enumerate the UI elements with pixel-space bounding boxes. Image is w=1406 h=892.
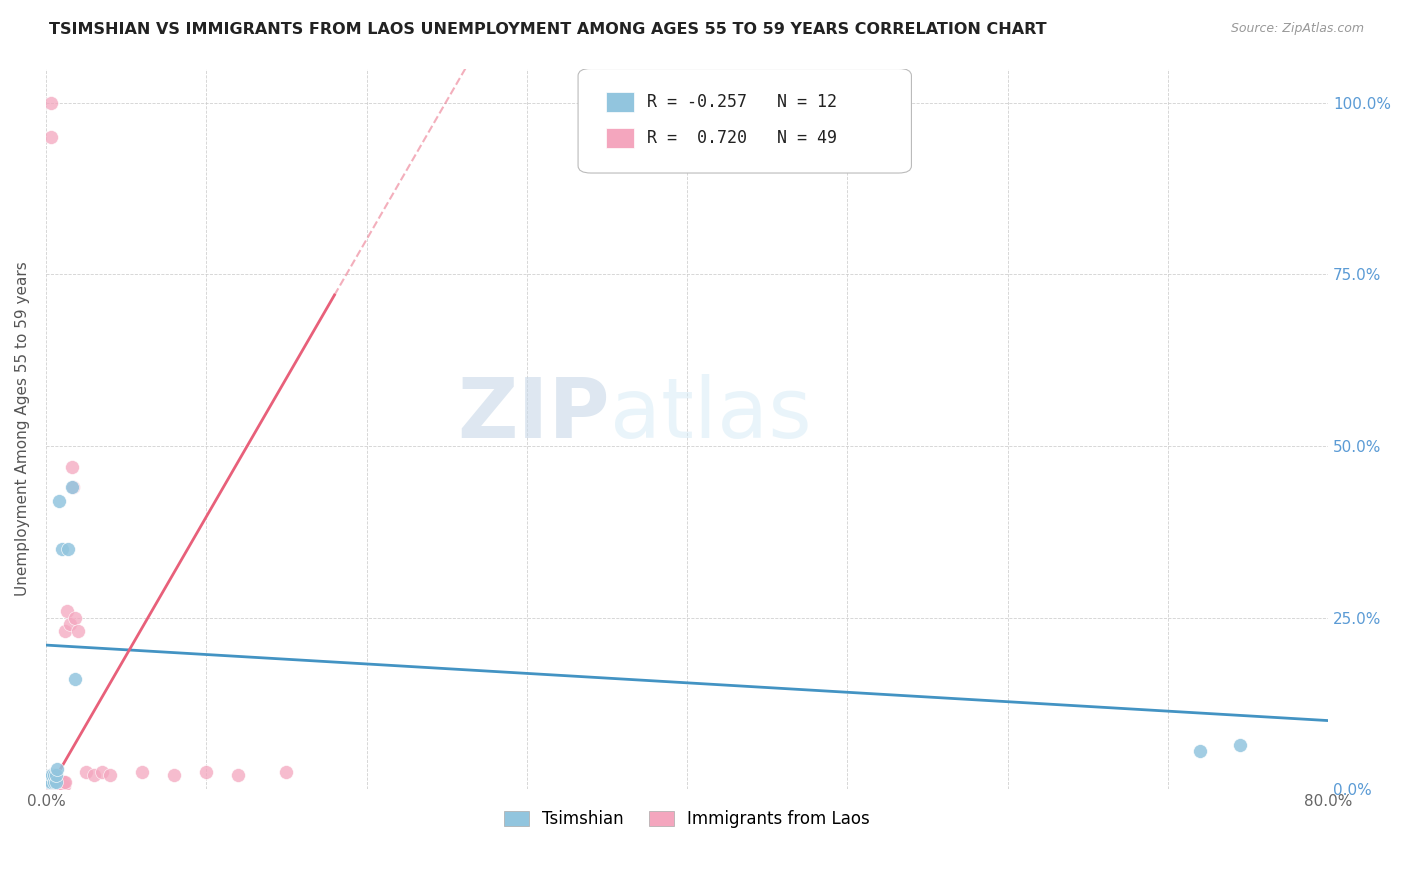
Point xyxy=(48,779,70,793)
Point xyxy=(60,480,83,494)
Point xyxy=(41,768,63,782)
Point xyxy=(39,775,62,789)
Point xyxy=(42,775,65,789)
Point xyxy=(41,775,63,789)
Point xyxy=(42,768,65,782)
Point xyxy=(45,768,67,782)
Point xyxy=(39,779,62,793)
Point xyxy=(1229,738,1251,752)
Legend: Tsimshian, Immigrants from Laos: Tsimshian, Immigrants from Laos xyxy=(498,804,877,835)
FancyBboxPatch shape xyxy=(606,92,634,112)
Point xyxy=(42,777,65,791)
Point xyxy=(46,762,69,776)
Point xyxy=(52,779,75,793)
Point xyxy=(1188,744,1211,758)
Point xyxy=(131,765,153,780)
Point xyxy=(48,494,70,508)
Point xyxy=(39,768,62,782)
FancyBboxPatch shape xyxy=(578,69,911,173)
Point xyxy=(38,775,60,789)
Point xyxy=(51,541,73,556)
Point xyxy=(63,673,86,687)
Point xyxy=(276,765,298,780)
Point xyxy=(41,779,63,793)
FancyBboxPatch shape xyxy=(606,128,634,148)
Text: R =  0.720   N = 49: R = 0.720 N = 49 xyxy=(647,128,838,146)
Point xyxy=(163,768,186,782)
Point xyxy=(38,775,60,789)
Point xyxy=(195,765,218,780)
Point xyxy=(46,775,69,789)
Point xyxy=(62,480,84,494)
Point xyxy=(53,624,76,639)
Point xyxy=(75,765,97,780)
Point xyxy=(59,617,82,632)
Point xyxy=(58,541,80,556)
Point xyxy=(49,775,72,789)
Point xyxy=(45,779,67,793)
Point xyxy=(60,459,83,474)
Point xyxy=(45,777,67,791)
Point xyxy=(49,779,72,793)
Text: R = -0.257   N = 12: R = -0.257 N = 12 xyxy=(647,93,838,111)
Point xyxy=(51,779,73,793)
Point xyxy=(42,775,65,789)
Point xyxy=(46,777,69,791)
Point xyxy=(42,779,65,793)
Point xyxy=(98,768,121,782)
Point xyxy=(53,775,76,789)
Text: TSIMSHIAN VS IMMIGRANTS FROM LAOS UNEMPLOYMENT AMONG AGES 55 TO 59 YEARS CORRELA: TSIMSHIAN VS IMMIGRANTS FROM LAOS UNEMPL… xyxy=(49,22,1047,37)
Point xyxy=(52,775,75,789)
Text: ZIP: ZIP xyxy=(457,374,610,455)
Y-axis label: Unemployment Among Ages 55 to 59 years: Unemployment Among Ages 55 to 59 years xyxy=(15,261,30,596)
Point xyxy=(226,768,249,782)
Point xyxy=(46,779,69,793)
Point xyxy=(41,772,63,786)
Text: atlas: atlas xyxy=(610,374,811,455)
Point xyxy=(41,777,63,791)
Point xyxy=(66,624,89,639)
Point xyxy=(38,772,60,786)
Point xyxy=(51,775,73,789)
Point xyxy=(39,130,62,145)
Point xyxy=(83,768,105,782)
Point xyxy=(39,777,62,791)
Text: Source: ZipAtlas.com: Source: ZipAtlas.com xyxy=(1230,22,1364,36)
Point xyxy=(91,765,114,780)
Point xyxy=(38,779,60,793)
Point xyxy=(48,777,70,791)
Point xyxy=(45,774,67,789)
Point xyxy=(39,768,62,782)
Point xyxy=(56,604,79,618)
Point xyxy=(37,779,59,793)
Point xyxy=(42,772,65,786)
Point xyxy=(39,775,62,789)
Point xyxy=(39,95,62,110)
Point xyxy=(46,772,69,786)
Point xyxy=(63,610,86,624)
Point xyxy=(48,774,70,789)
Point xyxy=(45,775,67,789)
